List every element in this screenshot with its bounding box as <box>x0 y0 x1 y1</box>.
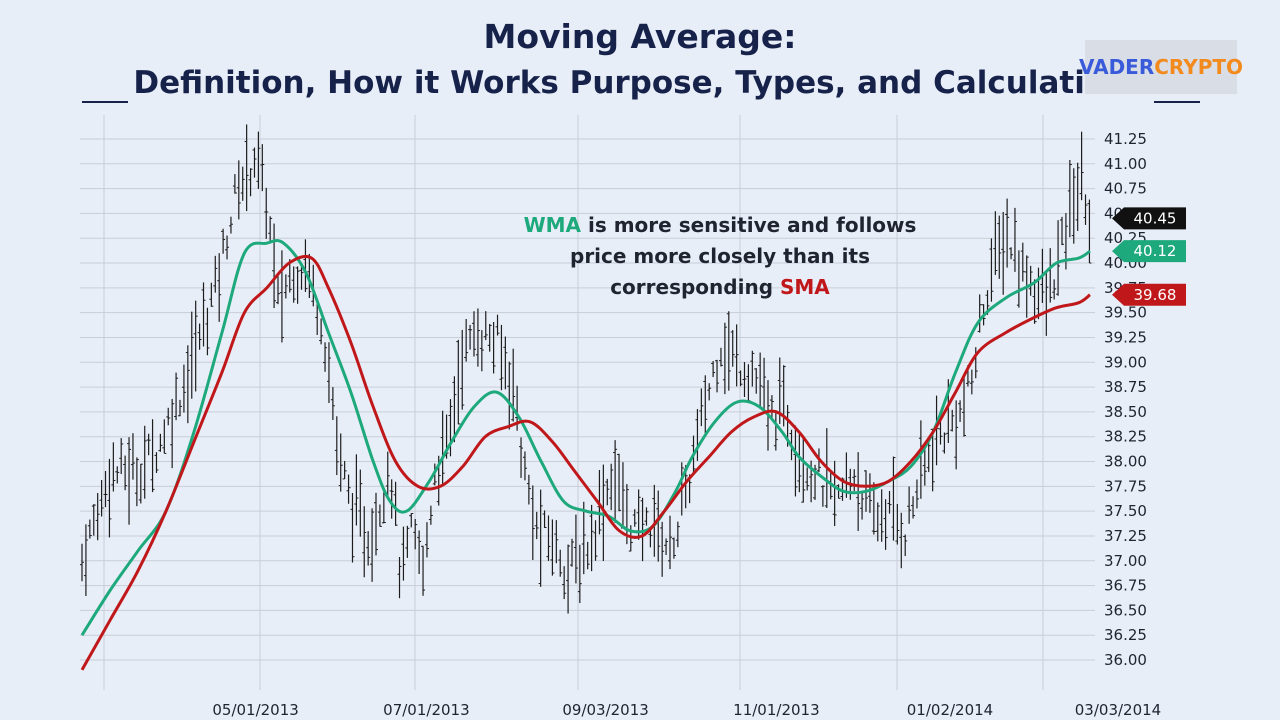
y-tick-label: 36.50 <box>1104 601 1147 619</box>
sma-line <box>80 254 1091 671</box>
y-tick-label: 39.00 <box>1104 353 1147 371</box>
x-axis: 05/01/2013 07/01/2013 09/03/2013 11/01/2013… <box>212 701 1161 719</box>
y-tick-label: 41.25 <box>1104 130 1147 148</box>
title-dash-left <box>82 101 128 103</box>
y-tick-label: 38.75 <box>1104 378 1147 396</box>
y-tick-label: 36.75 <box>1104 577 1147 595</box>
wma-line <box>80 239 1091 636</box>
y-tick-label: 38.00 <box>1104 453 1147 471</box>
price-last-badge-label: 40.45 <box>1134 209 1177 227</box>
chart-annotation: WMA is more sensitive and follows price … <box>505 210 935 303</box>
logo-text-vader: VADER <box>1078 55 1155 79</box>
wma-last-badge-shape <box>1112 240 1186 263</box>
price-bars <box>80 124 1092 614</box>
vadercrypto-logo: VADER CRYPTO <box>1079 40 1243 94</box>
sma-last-badge-label: 39.68 <box>1134 286 1177 304</box>
y-tick-label: 38.25 <box>1104 428 1147 446</box>
title-dash-right <box>1154 101 1200 103</box>
y-tick-label: 40.75 <box>1104 180 1147 198</box>
y-tick-label: 38.50 <box>1104 403 1147 421</box>
x-tick-label: 05/01/2013 <box>212 701 298 719</box>
y-tick-label: 36.00 <box>1104 651 1147 669</box>
price-last-badge-shape <box>1112 207 1186 230</box>
page-title: Moving Average: Definition, How it Works… <box>0 14 1280 106</box>
y-tick-label: 36.25 <box>1104 626 1147 644</box>
annotation-sma: SMA <box>779 275 830 299</box>
x-tick-label: 07/01/2013 <box>383 701 469 719</box>
title-line-1: Moving Average: <box>483 17 797 56</box>
logo-text-crypto: CRYPTO <box>1154 55 1244 79</box>
y-tick-label: 37.00 <box>1104 552 1147 570</box>
x-tick-label: 03/03/2014 <box>1075 701 1161 719</box>
annotation-line1: is more sensitive and follows <box>581 213 917 237</box>
y-tick-label: 39.50 <box>1104 304 1147 322</box>
chart-grid <box>80 115 1095 690</box>
y-tick-label: 37.50 <box>1104 502 1147 520</box>
x-tick-label: 09/03/2013 <box>562 701 648 719</box>
title-line-2: Definition, How it Works Purpose, Types,… <box>133 65 1147 101</box>
y-tick-label: 37.25 <box>1104 527 1147 545</box>
annotation-line2: price more closely than its <box>570 244 870 268</box>
wma-last-badge-label: 40.12 <box>1134 242 1177 260</box>
y-tick-label: 39.25 <box>1104 328 1147 346</box>
sma-last-badge-shape <box>1112 283 1186 306</box>
x-tick-label: 01/02/2014 <box>907 701 993 719</box>
last-value-badges: 40.45 40.12 39.68 <box>1112 207 1186 306</box>
x-tick-label: 11/01/2013 <box>733 701 819 719</box>
y-axis: 41.2541.0040.7540.5040.2540.0039.7539.50… <box>1104 130 1147 669</box>
y-tick-label: 37.75 <box>1104 477 1147 495</box>
y-tick-label: 41.00 <box>1104 155 1147 173</box>
annotation-line3: corresponding <box>610 275 780 299</box>
annotation-wma: WMA <box>523 213 582 237</box>
